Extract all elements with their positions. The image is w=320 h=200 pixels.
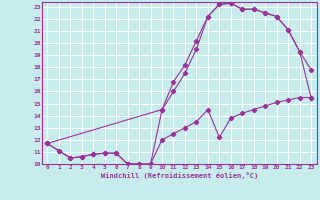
X-axis label: Windchill (Refroidissement éolien,°C): Windchill (Refroidissement éolien,°C) — [100, 172, 258, 179]
